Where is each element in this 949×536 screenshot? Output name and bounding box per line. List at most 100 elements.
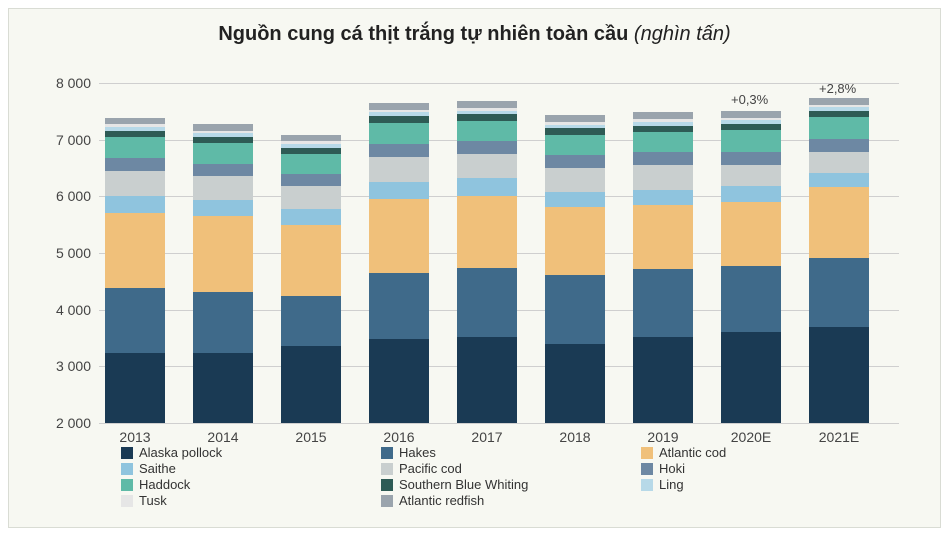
bar-segment	[105, 124, 165, 127]
bar-segment	[281, 174, 341, 186]
bar-segment	[545, 192, 605, 207]
chart-title-main: Nguồn cung cá thịt trắng tự nhiên toàn c…	[218, 23, 628, 45]
bar-segment	[105, 158, 165, 170]
bar-segment	[545, 207, 605, 275]
bar-segment	[457, 121, 517, 141]
legend-item: Alaska pollock	[121, 445, 381, 461]
legend-swatch	[641, 447, 653, 459]
bar-segment	[369, 110, 429, 113]
legend: Alaska pollockHakesAtlantic codSaithePac…	[121, 445, 901, 509]
y-axis-label: 8 000	[31, 75, 91, 91]
legend-item: Pacific cod	[381, 461, 641, 477]
legend-swatch	[381, 479, 393, 491]
bar-segment	[369, 116, 429, 123]
bar-segment	[721, 332, 781, 423]
bar-segment	[721, 130, 781, 152]
bar-segment	[545, 125, 605, 128]
bar-segment	[193, 216, 253, 293]
legend-label: Alaska pollock	[139, 445, 222, 460]
bar-segment	[369, 112, 429, 115]
legend-item: Southern Blue Whiting	[381, 477, 641, 493]
bar-segment	[545, 168, 605, 192]
bar-segment	[105, 137, 165, 159]
bar-segment	[281, 144, 341, 147]
annotation-label: +0,3%	[731, 92, 768, 107]
bar-segment	[457, 141, 517, 154]
bar-segment	[545, 155, 605, 168]
gridline	[99, 423, 899, 424]
bar-segment	[105, 353, 165, 423]
x-axis-label: 2018	[559, 429, 590, 445]
legend-item: Tusk	[121, 493, 381, 509]
bar-segment	[105, 127, 165, 130]
bar-segment	[281, 225, 341, 296]
legend-label: Atlantic cod	[659, 445, 726, 460]
legend-row: Alaska pollock Hakes Atlantic cod	[121, 445, 901, 461]
legend-swatch	[121, 463, 133, 475]
bar-segment	[721, 186, 781, 202]
legend-swatch	[381, 495, 393, 507]
bar-segment	[193, 176, 253, 200]
legend-swatch	[121, 495, 133, 507]
bar-segment	[633, 269, 693, 337]
bar-segment	[721, 165, 781, 187]
bar-segment	[633, 165, 693, 189]
bar-segment	[105, 288, 165, 353]
bar-segment	[281, 154, 341, 174]
legend-item: Atlantic cod	[641, 445, 901, 461]
legend-item: Ling	[641, 477, 901, 493]
legend-item: Haddock	[121, 477, 381, 493]
bar-segment	[809, 98, 869, 104]
bar-segment	[457, 101, 517, 108]
bar-segment	[105, 118, 165, 124]
legend-label: Tusk	[139, 493, 167, 508]
x-axis-label: 2020E	[731, 429, 771, 445]
bar-segment	[369, 157, 429, 182]
legend-swatch	[121, 447, 133, 459]
bar-segment	[369, 123, 429, 145]
bars-container: 20132014201520162017201820192020E2021E	[99, 83, 899, 423]
bar-segment	[105, 131, 165, 137]
bar-segment	[457, 337, 517, 423]
chart-title-sub: (nghìn tấn)	[634, 23, 731, 45]
bar-segment	[545, 122, 605, 125]
legend-row: Tusk Atlantic redfish	[121, 493, 901, 509]
bar-segment	[633, 190, 693, 206]
bar-segment	[281, 148, 341, 154]
x-axis-label: 2019	[647, 429, 678, 445]
bar-segment	[193, 164, 253, 176]
bar-segment	[105, 171, 165, 197]
x-axis-label: 2014	[207, 429, 238, 445]
legend-swatch	[121, 479, 133, 491]
bar-segment	[369, 182, 429, 199]
bar-segment	[809, 111, 869, 117]
bar-segment	[281, 346, 341, 423]
bar-segment	[809, 105, 869, 108]
legend-swatch	[381, 463, 393, 475]
y-axis-label: 5 000	[31, 245, 91, 261]
bar-segment	[281, 135, 341, 141]
bar-segment	[193, 143, 253, 164]
bar-segment	[193, 133, 253, 136]
legend-row: SaithePacific codHoki	[121, 461, 901, 477]
bar-segment	[809, 117, 869, 139]
bar-segment	[193, 292, 253, 353]
bar-segment	[633, 112, 693, 119]
legend-item: Hoki	[641, 461, 901, 477]
bar-segment	[545, 115, 605, 122]
y-axis-label: 2 000	[31, 415, 91, 431]
legend-item: Atlantic redfish	[381, 493, 641, 509]
legend-item: Hakes	[381, 445, 641, 461]
x-axis-label: 2015	[295, 429, 326, 445]
chart-title: Nguồn cung cá thịt trắng tự nhiên toàn c…	[9, 23, 940, 46]
bar-segment	[809, 327, 869, 423]
legend-swatch	[641, 479, 653, 491]
x-axis-label: 2016	[383, 429, 414, 445]
x-axis-label: 2017	[471, 429, 502, 445]
legend-item: Saithe	[121, 461, 381, 477]
bar-segment	[545, 344, 605, 423]
bar-segment	[193, 131, 253, 134]
bar-segment	[809, 152, 869, 174]
bar-segment	[633, 126, 693, 133]
annotation-label: +2,8%	[819, 81, 856, 96]
